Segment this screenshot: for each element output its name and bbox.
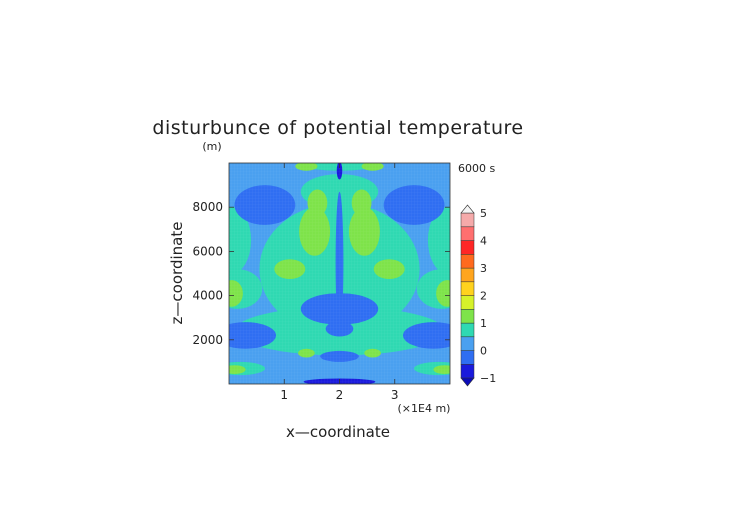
colorbar-swatch xyxy=(460,350,475,365)
colorbar-swatch xyxy=(460,364,475,379)
colorbar-tick-label: 5 xyxy=(480,207,487,220)
colorbar-over-arrow xyxy=(460,204,475,214)
colorbar-tick-label: 1 xyxy=(480,317,487,330)
colorbar-swatch xyxy=(460,226,475,241)
time-label: 6000 s xyxy=(458,162,495,175)
colorbar-under-arrow xyxy=(460,377,475,387)
y-tick-label: 8000 xyxy=(192,200,223,214)
colorbar-tick-label: −1 xyxy=(480,372,496,385)
colorbar-swatch xyxy=(460,295,475,310)
colorbar-swatch xyxy=(460,309,475,324)
x-axis-label: x—coordinate xyxy=(286,423,390,441)
y-axis-label: z—coordinate xyxy=(168,222,186,325)
y-unit-label: (m) xyxy=(202,140,221,153)
colorbar-tick-label: 2 xyxy=(480,290,487,303)
colorbar-swatch xyxy=(460,267,475,283)
colorbar-swatch xyxy=(460,254,475,269)
colorbar-tick-label: 0 xyxy=(480,345,487,358)
x-tick-label: 3 xyxy=(391,388,399,402)
colorbar-swatch xyxy=(460,240,475,255)
y-tick-label: 4000 xyxy=(192,289,223,303)
x-unit-label: (×1E4 m) xyxy=(398,402,451,415)
colorbar-tick-label: 3 xyxy=(480,262,487,275)
colorbar-tick-label: 4 xyxy=(480,235,487,248)
x-axis: 1 2 3 xyxy=(280,163,399,402)
x-tick-label: 1 xyxy=(280,388,288,402)
colorbar-swatch xyxy=(460,336,475,351)
colorbar: 5 4 3 2 1 0 −1 xyxy=(460,204,496,387)
y-tick-label: 2000 xyxy=(192,333,223,347)
plot-area xyxy=(228,162,451,385)
colorbar-swatch xyxy=(460,281,475,296)
colorbar-swatch xyxy=(460,212,475,228)
grid-overlay xyxy=(229,163,450,384)
colorbar-swatch xyxy=(460,322,475,338)
y-tick-label: 6000 xyxy=(192,244,223,258)
x-tick-label: 2 xyxy=(336,388,344,402)
y-axis: 2000 4000 6000 8000 xyxy=(192,200,450,347)
chart-title: disturbunce of potential temperature xyxy=(152,117,523,139)
